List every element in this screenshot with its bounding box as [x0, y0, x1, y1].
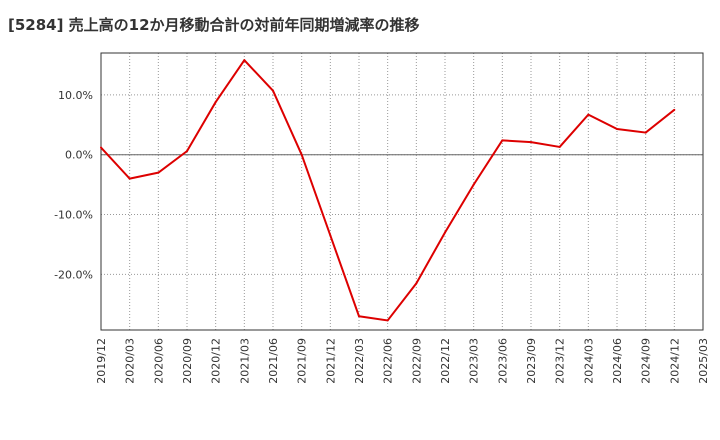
x-tick-label: 2025/03	[697, 338, 710, 384]
data-point	[243, 59, 246, 62]
data-point	[501, 139, 504, 142]
data-point	[157, 171, 160, 174]
x-tick-label: 2020/09	[181, 338, 194, 384]
data-point	[214, 101, 217, 104]
x-tick-label: 2024/03	[582, 338, 595, 384]
x-tick-label: 2021/09	[296, 338, 309, 384]
x-tick-label: 2023/03	[468, 338, 481, 384]
x-tick-label: 2021/12	[324, 338, 337, 384]
data-point	[386, 319, 389, 322]
data-point	[128, 177, 131, 180]
data-point	[530, 141, 532, 144]
x-tick-label: 2022/09	[410, 338, 423, 384]
data-point	[300, 153, 303, 156]
data-point	[358, 315, 360, 318]
data-point	[644, 131, 647, 134]
x-tick-label: 2022/12	[439, 338, 452, 384]
x-tick-label: 2021/06	[267, 338, 280, 384]
data-point	[272, 89, 274, 92]
data-point	[186, 150, 188, 153]
x-tick-label: 2020/12	[210, 338, 223, 384]
x-tick-label: 2020/03	[124, 338, 137, 384]
x-tick-label: 2022/03	[353, 338, 366, 384]
x-tick-label: 2023/06	[496, 338, 509, 384]
series-group	[100, 59, 676, 322]
x-tick-label: 2019/12	[95, 338, 108, 384]
plot-area	[101, 53, 703, 330]
x-tick-label: 2022/06	[382, 338, 395, 384]
data-point	[472, 183, 475, 186]
data-point	[616, 127, 618, 130]
data-point	[673, 108, 676, 111]
data-point	[100, 146, 102, 149]
y-tick-label: -10.0%	[54, 209, 93, 222]
data-point	[558, 145, 561, 148]
data-point	[444, 231, 446, 234]
y-tick-label: 0.0%	[65, 149, 93, 162]
x-tick-label: 2021/03	[238, 338, 251, 384]
plot-frame	[100, 52, 704, 331]
data-point	[587, 113, 590, 116]
x-axis: 2019/12 2020/03 2020/06 2020/09 2020/12 2021/…	[95, 338, 710, 384]
chart-title: [5284] 売上高の12か月移動合計の対前年同期増減率の推移	[8, 16, 420, 34]
x-tick-label: 2024/06	[611, 338, 624, 384]
x-tick-label: 2024/12	[668, 338, 681, 384]
y-axis: 10.0% 0.0% -10.0% -20.0%	[54, 89, 93, 281]
data-point	[329, 234, 332, 237]
y-tick-label: -20.0%	[54, 268, 93, 281]
x-tick-label: 2020/06	[152, 338, 165, 384]
x-tick-label: 2023/09	[525, 338, 538, 384]
x-tick-label: 2023/12	[554, 338, 567, 384]
y-tick-label: 10.0%	[58, 89, 93, 102]
x-tick-label: 2024/09	[640, 338, 653, 384]
data-point	[415, 282, 418, 285]
